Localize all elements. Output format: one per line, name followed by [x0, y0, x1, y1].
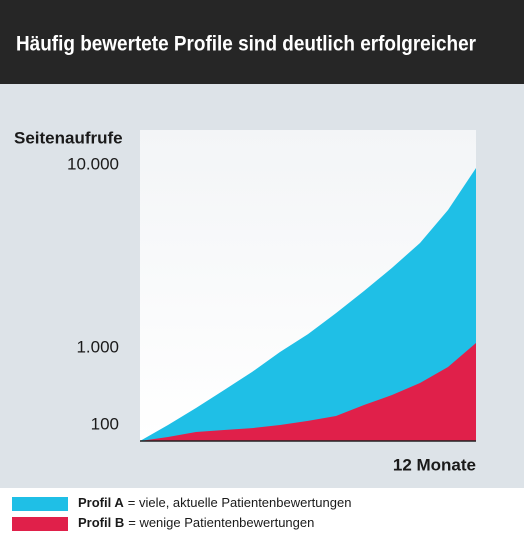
x-axis-label: 12 Monate	[393, 455, 476, 474]
legend-swatch	[12, 497, 68, 511]
legend-description: = viele, aktuelle Patientenbewertungen	[128, 495, 352, 510]
legend-bg	[0, 488, 524, 539]
area	[140, 342, 476, 441]
legend-swatch	[12, 517, 68, 531]
legend-name: Profil B	[78, 515, 124, 530]
y-axis-label: Seitenaufrufe	[14, 128, 123, 147]
legend-name: Profil A	[78, 495, 124, 510]
legend-entry: Profil A = viele, aktuelle Patientenbewer…	[78, 495, 351, 510]
y-tick-label: 1.000	[76, 337, 119, 356]
chart-title: Häufig bewertete Profile sind deutlich e…	[16, 33, 476, 56]
y-tick-label: 10.000	[67, 154, 119, 173]
header	[0, 0, 524, 84]
legend-entry: Profil B = wenige Patientenbewertungen	[78, 515, 314, 530]
legend-description: = wenige Patientenbewertungen	[128, 515, 314, 530]
y-tick-label: 100	[91, 414, 119, 433]
area	[140, 167, 476, 441]
